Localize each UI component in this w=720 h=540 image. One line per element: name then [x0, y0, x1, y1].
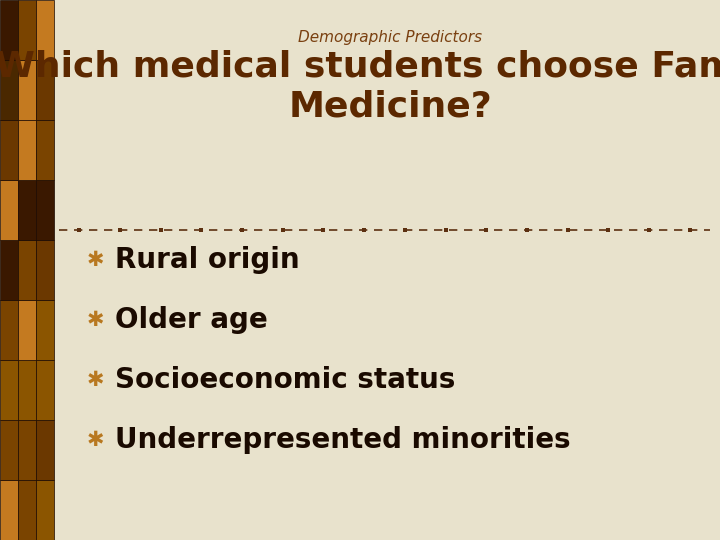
Bar [36, 120, 54, 180]
Text: Demographic Predictors: Demographic Predictors [298, 30, 482, 45]
Bar [0, 120, 18, 180]
Bar [0, 480, 18, 540]
Bar [0, 240, 18, 300]
Bar [0, 420, 18, 480]
Bar [36, 180, 54, 240]
Bar [18, 300, 36, 360]
Bar [0, 0, 18, 60]
Bar [36, 300, 54, 360]
Bar [18, 360, 36, 420]
Text: ✱: ✱ [86, 370, 104, 390]
Bar [18, 120, 36, 180]
Bar [36, 0, 54, 60]
Text: Underrepresented minorities: Underrepresented minorities [115, 426, 571, 454]
Text: Which medical students choose Family
Medicine?: Which medical students choose Family Med… [0, 50, 720, 124]
Bar [0, 300, 18, 360]
Bar [36, 360, 54, 420]
Bar [36, 240, 54, 300]
Bar [18, 0, 36, 60]
Bar [18, 60, 36, 120]
Text: ✱: ✱ [86, 310, 104, 330]
Bar [0, 180, 18, 240]
Text: ✱: ✱ [86, 250, 104, 270]
Text: Rural origin: Rural origin [115, 246, 300, 274]
Text: Older age: Older age [115, 306, 268, 334]
Bar [0, 360, 18, 420]
Bar [18, 480, 36, 540]
Text: Socioeconomic status: Socioeconomic status [115, 366, 455, 394]
Bar [0, 60, 18, 120]
Bar [36, 480, 54, 540]
Bar [18, 240, 36, 300]
Text: ✱: ✱ [86, 430, 104, 450]
Bar [36, 60, 54, 120]
Bar [36, 420, 54, 480]
Bar [18, 420, 36, 480]
Bar [18, 180, 36, 240]
